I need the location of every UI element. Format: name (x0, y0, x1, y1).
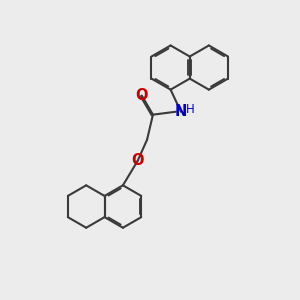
Text: O: O (131, 153, 144, 168)
Text: N: N (175, 104, 187, 119)
Text: O: O (136, 88, 148, 103)
Text: H: H (186, 103, 195, 116)
